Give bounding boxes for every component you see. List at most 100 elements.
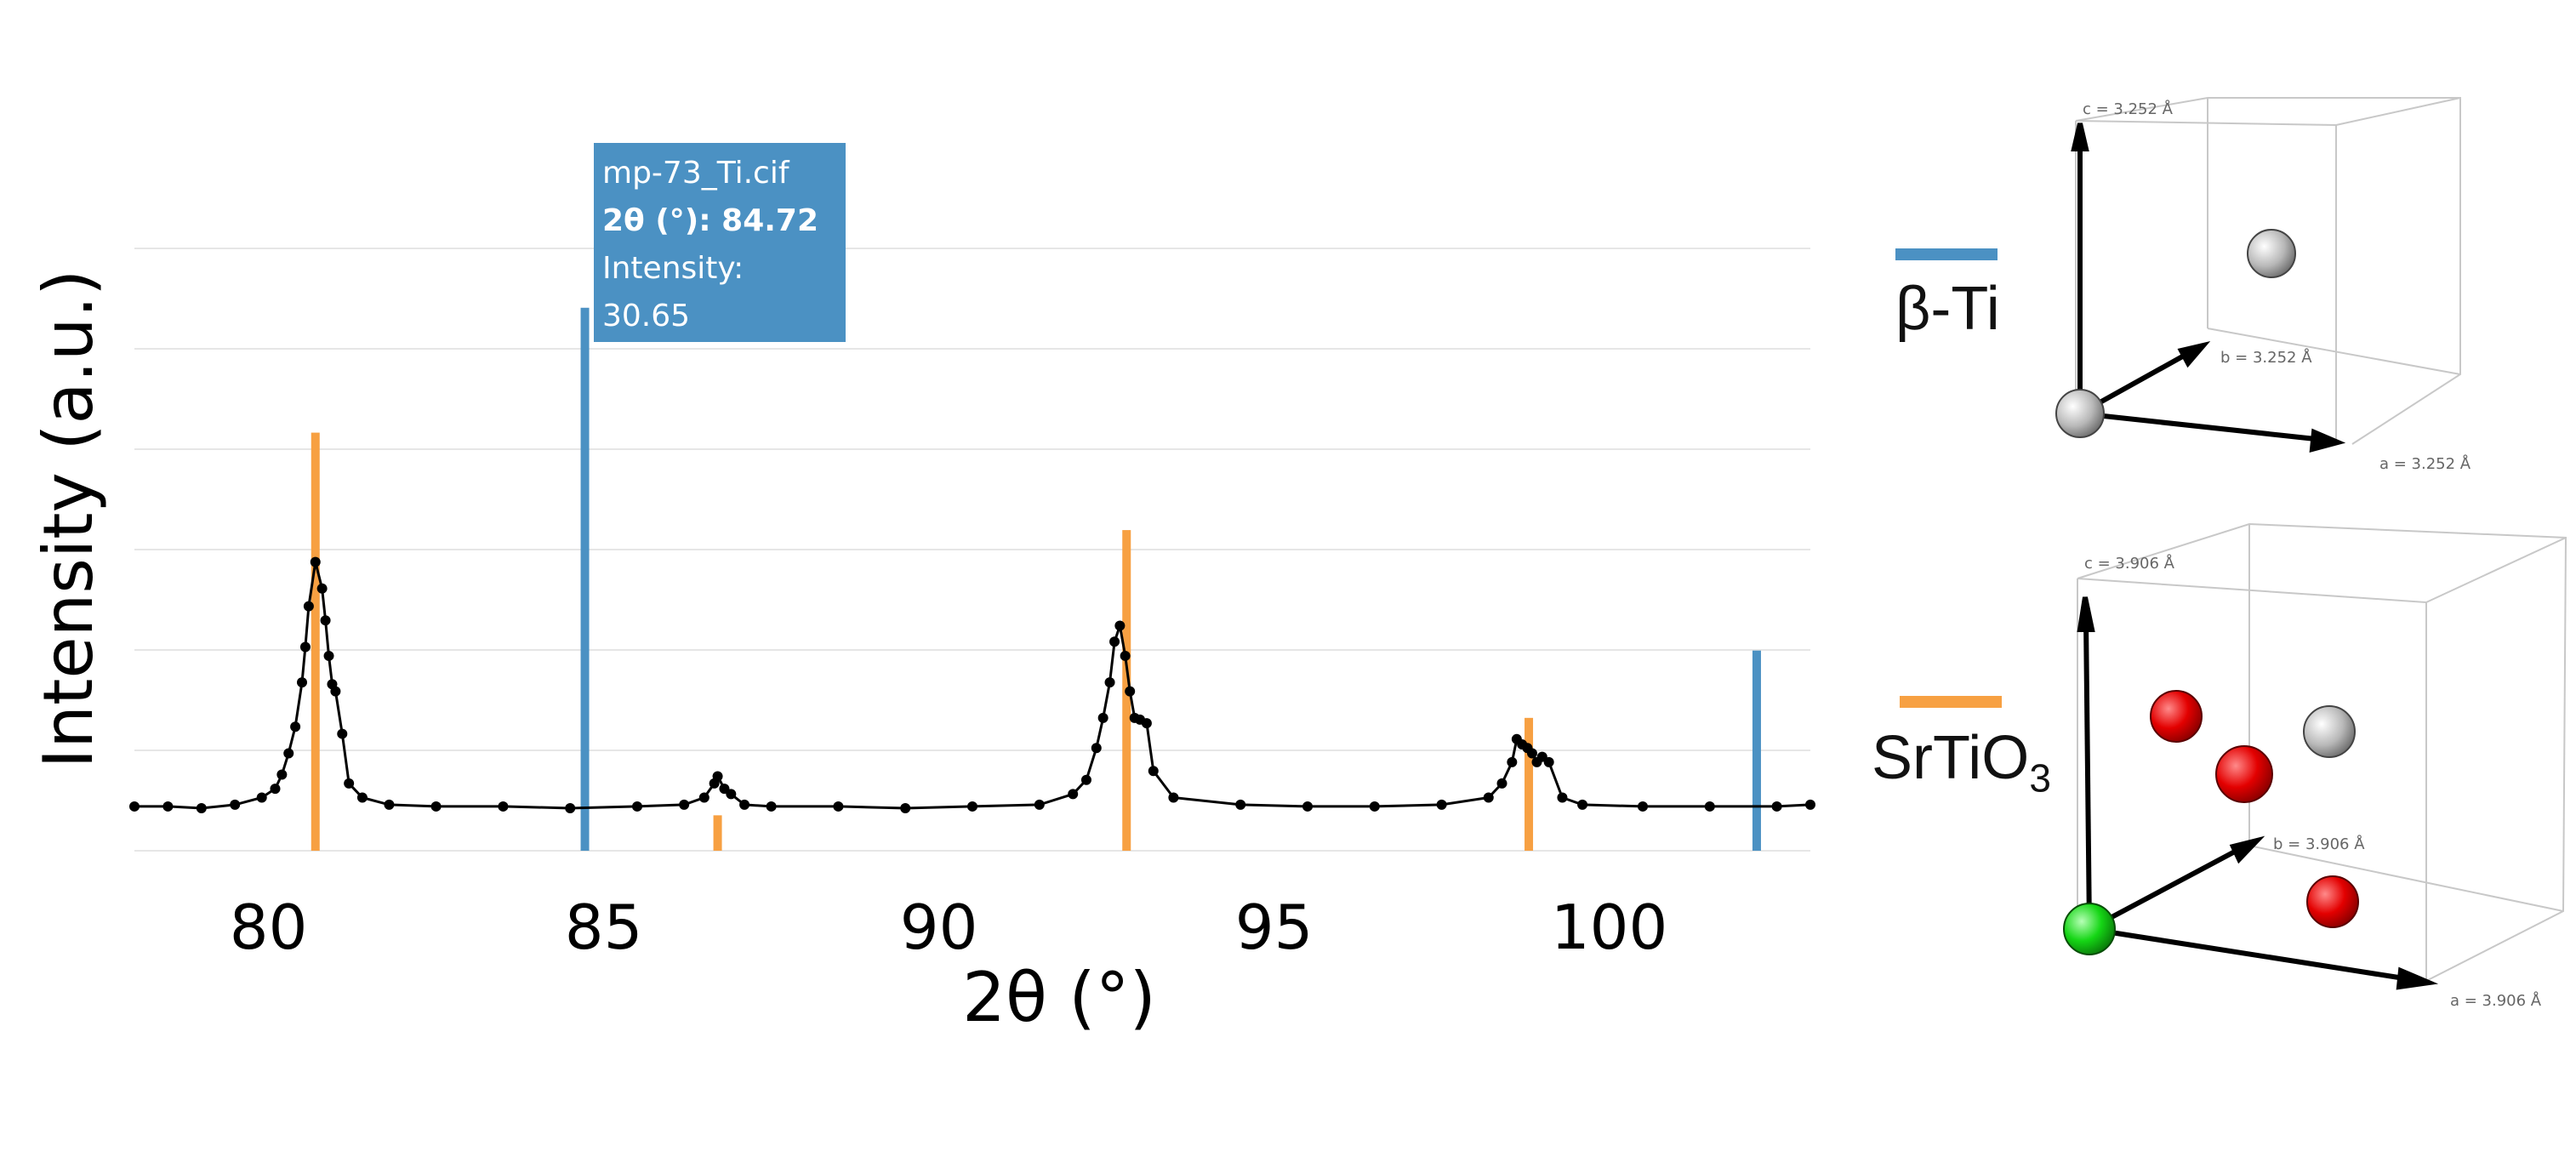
pattern-point[interactable] [1235,799,1246,810]
pattern-point[interactable] [1805,799,1815,810]
pattern-point[interactable] [967,801,977,812]
pattern-point[interactable] [283,748,294,759]
peak-tooltip: mp-73_Ti.cif 2θ (°): 84.72 Intensity: 30… [594,143,846,381]
pattern-point[interactable] [196,803,207,814]
pattern-point[interactable] [430,801,442,812]
pattern-point[interactable] [1704,801,1715,812]
unit-cell-box [2075,97,2461,445]
pattern-point[interactable] [698,792,710,803]
pattern-point[interactable] [1125,686,1136,697]
legend-label-srtio3[interactable]: SrTiO3 [1872,723,2051,801]
pattern-point[interactable] [766,801,777,812]
pattern-point[interactable] [129,801,140,812]
x-tick-labels: 80 85 90 95 100 [230,892,1668,963]
pattern-point[interactable] [1097,712,1108,723]
pattern-point[interactable] [1302,801,1313,812]
pattern-point[interactable] [230,799,241,810]
legend-text-srtio3: SrTiO [1872,724,2030,792]
legend-line-srtio3 [1900,696,2002,708]
pattern-point[interactable] [162,801,174,812]
tooltip-hkl: HKL: (211) [602,346,786,381]
pattern-point[interactable] [1526,748,1537,759]
lattice-b-label-beta-ti: b = 3.252 Å [2220,348,2312,367]
pattern-point[interactable] [1104,677,1115,688]
pattern-point[interactable] [1638,801,1648,812]
legend-label-beta-ti[interactable]: β-Ti [1895,274,2000,344]
pattern-point[interactable] [384,799,395,810]
pattern-point[interactable] [316,583,328,594]
pattern-point[interactable] [1483,792,1494,803]
pattern-point[interactable] [1771,801,1782,812]
pattern-point[interactable] [679,799,690,810]
pattern-point[interactable] [726,789,737,800]
pattern-point[interactable] [1496,778,1507,789]
lattice-a-label-srtio3: a = 3.906 Å [2450,991,2542,1010]
atom-ti-corner[interactable] [2055,389,2105,438]
pattern-point[interactable] [299,641,311,653]
pattern-point[interactable] [632,801,642,812]
axis-arrows [2071,123,2346,453]
axis-arrows [2077,596,2439,990]
pattern-point[interactable] [337,728,348,739]
x-tick-label: 85 [565,892,643,963]
pattern-point[interactable] [498,801,509,812]
pattern-point[interactable] [1109,636,1120,647]
tooltip-two-theta: 2θ (°): 84.72 [602,203,819,238]
pattern-point[interactable] [330,686,341,697]
reference-stick[interactable] [311,432,320,851]
pattern-point[interactable] [344,778,355,789]
pattern-point[interactable] [739,799,750,810]
pattern-point[interactable] [1114,620,1126,631]
pattern-point[interactable] [310,556,321,567]
pattern-point[interactable] [290,721,301,732]
pattern-point[interactable] [1577,799,1588,810]
atom-o-2[interactable] [2215,745,2273,803]
atom-o-3[interactable] [2306,875,2359,928]
pattern-point[interactable] [1557,792,1568,803]
reference-stick[interactable] [580,307,590,852]
pattern-point[interactable] [1507,756,1518,767]
pattern-point[interactable] [270,784,281,795]
structure-view-beta-ti[interactable]: c = 3.252 Å b = 3.252 Å a = 3.252 Å [2025,77,2501,493]
pattern-point[interactable] [1543,756,1554,767]
pattern-point[interactable] [833,801,844,812]
legend-text-beta-ti: β-Ti [1895,275,2000,343]
pattern-point[interactable] [1369,801,1380,812]
pattern-point[interactable] [1436,799,1447,810]
pattern-point[interactable] [1068,789,1079,800]
atom-ti-center[interactable] [2303,705,2356,758]
legend-line-beta-ti [1895,248,1998,260]
pattern-point[interactable] [356,792,368,803]
x-axis-title: 2θ (°) [962,958,1156,1037]
x-tick-label: 80 [230,892,308,963]
reference-sticks [311,307,1761,852]
pattern-point[interactable] [256,792,267,803]
pattern-point[interactable] [565,803,576,814]
x-tick-label: 95 [1235,892,1314,963]
tooltip-file: mp-73_Ti.cif [602,156,789,191]
pattern-point[interactable] [1034,799,1045,810]
pattern-point[interactable] [323,650,334,661]
pattern-point[interactable] [276,769,288,780]
pattern-point[interactable] [320,615,331,626]
pattern-point[interactable] [1148,766,1159,777]
pattern-point[interactable] [297,677,307,688]
reference-stick[interactable] [713,815,722,851]
pattern-point[interactable] [1168,792,1179,803]
reference-stick[interactable] [1752,650,1761,851]
pattern-point[interactable] [1120,650,1131,661]
pattern-point[interactable] [900,803,911,814]
lattice-a-label-beta-ti: a = 3.252 Å [2379,454,2471,473]
pattern-point[interactable] [1080,774,1091,785]
pattern-point[interactable] [303,601,314,612]
pattern-point[interactable] [1091,743,1102,754]
atom-o-1[interactable] [2150,690,2203,743]
atom-ti-center[interactable] [2247,229,2296,278]
reference-stick[interactable] [1525,717,1534,851]
atom-sr-corner[interactable] [2063,903,2116,955]
lattice-c-label-beta-ti: c = 3.252 Å [2083,100,2174,118]
pattern-point[interactable] [712,771,723,782]
structure-view-srtio3[interactable]: c = 3.906 Å b = 3.906 Å a = 3.906 Å [2025,517,2576,1028]
pattern-point[interactable] [1141,718,1152,729]
tooltip-intensity: Intensity: 30.65 [602,251,744,333]
